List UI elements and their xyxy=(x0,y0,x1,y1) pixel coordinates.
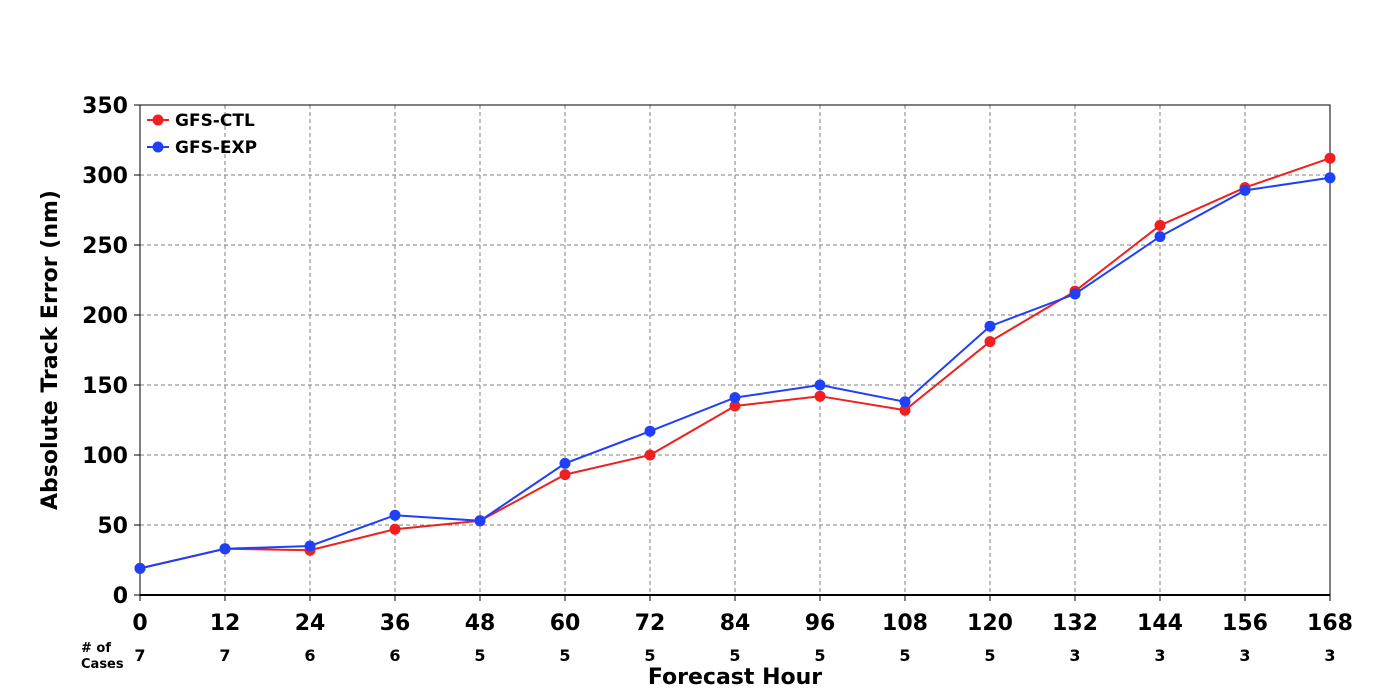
data-point xyxy=(1154,231,1166,243)
cases-row: 7 7 6 6 5 5 5 5 5 5 5 3 3 3 3 xyxy=(134,646,1335,665)
case-count: 5 xyxy=(814,646,825,665)
data-point xyxy=(1154,219,1166,231)
data-point xyxy=(644,449,656,461)
y-tick-labels: 0 50 100 150 200 250 300 350 xyxy=(82,94,140,609)
data-point xyxy=(304,540,316,552)
y-tick-label: 0 xyxy=(113,584,128,609)
x-tick-label: 36 xyxy=(380,611,411,636)
case-count: 5 xyxy=(559,646,570,665)
data-point xyxy=(1069,288,1081,300)
legend: GFS-CTL GFS-EXP xyxy=(147,111,257,158)
x-tick-label: 72 xyxy=(635,611,666,636)
x-tick-label: 132 xyxy=(1052,611,1098,636)
data-point xyxy=(729,400,741,412)
series-layer xyxy=(134,152,1336,574)
legend-marker xyxy=(152,114,164,126)
data-point xyxy=(389,523,401,535)
data-point xyxy=(559,457,571,469)
case-count: 3 xyxy=(1069,646,1080,665)
x-tick-label: 120 xyxy=(967,611,1013,636)
y-axis-label: Absolute Track Error (nm) xyxy=(38,190,63,510)
data-point xyxy=(814,390,826,402)
case-count: 7 xyxy=(134,646,145,665)
x-tick-label: 60 xyxy=(550,611,581,636)
data-point xyxy=(1324,172,1336,184)
case-count: 5 xyxy=(899,646,910,665)
x-tick-label: 96 xyxy=(805,611,836,636)
case-count: 5 xyxy=(729,646,740,665)
x-tick-label: 24 xyxy=(295,611,326,636)
case-count: 5 xyxy=(644,646,655,665)
data-point xyxy=(899,404,911,416)
legend-marker xyxy=(152,141,164,153)
data-point xyxy=(984,336,996,348)
legend-label: GFS-EXP xyxy=(175,138,257,158)
x-axis-label: Forecast Hour xyxy=(648,665,822,690)
x-tick-label: 12 xyxy=(210,611,241,636)
case-count: 3 xyxy=(1154,646,1165,665)
data-point xyxy=(1239,184,1251,196)
data-point xyxy=(219,543,231,555)
data-point xyxy=(559,469,571,481)
x-tick-labels: 0 12 24 36 48 60 72 84 96 108 120 132 144 156 168 xyxy=(132,595,1353,636)
case-count: 6 xyxy=(389,646,400,665)
x-tick-label: 144 xyxy=(1137,611,1183,636)
y-tick-label: 250 xyxy=(82,234,128,259)
legend-label: GFS-CTL xyxy=(175,111,255,131)
data-point xyxy=(899,396,911,408)
data-point xyxy=(644,425,656,437)
y-tick-label: 350 xyxy=(82,94,128,119)
data-point xyxy=(474,515,486,527)
x-tick-label: 108 xyxy=(882,611,928,636)
case-count: 3 xyxy=(1239,646,1250,665)
data-point xyxy=(814,379,826,391)
x-tick-label: 48 xyxy=(465,611,496,636)
case-count: 6 xyxy=(304,646,315,665)
data-point xyxy=(1324,152,1336,164)
case-count: 5 xyxy=(474,646,485,665)
case-count: 7 xyxy=(219,646,230,665)
series-gfs-ctl xyxy=(134,152,1336,574)
cases-label-line2: Cases xyxy=(81,657,124,672)
x-tick-label: 168 xyxy=(1307,611,1353,636)
y-tick-label: 300 xyxy=(82,164,128,189)
grid-lines xyxy=(140,105,1330,595)
x-tick-label: 84 xyxy=(720,611,751,636)
data-point xyxy=(984,320,996,332)
y-tick-label: 100 xyxy=(82,444,128,469)
case-count: 5 xyxy=(984,646,995,665)
data-point xyxy=(729,392,741,404)
y-tick-label: 50 xyxy=(97,514,128,539)
data-point xyxy=(389,509,401,521)
y-tick-label: 150 xyxy=(82,374,128,399)
series-gfs-exp xyxy=(134,172,1336,574)
x-tick-label: 0 xyxy=(132,611,147,636)
cases-label-line1: # of xyxy=(81,641,111,656)
x-tick-label: 156 xyxy=(1222,611,1268,636)
y-tick-label: 200 xyxy=(82,304,128,329)
data-point xyxy=(134,562,146,574)
case-count: 3 xyxy=(1324,646,1335,665)
